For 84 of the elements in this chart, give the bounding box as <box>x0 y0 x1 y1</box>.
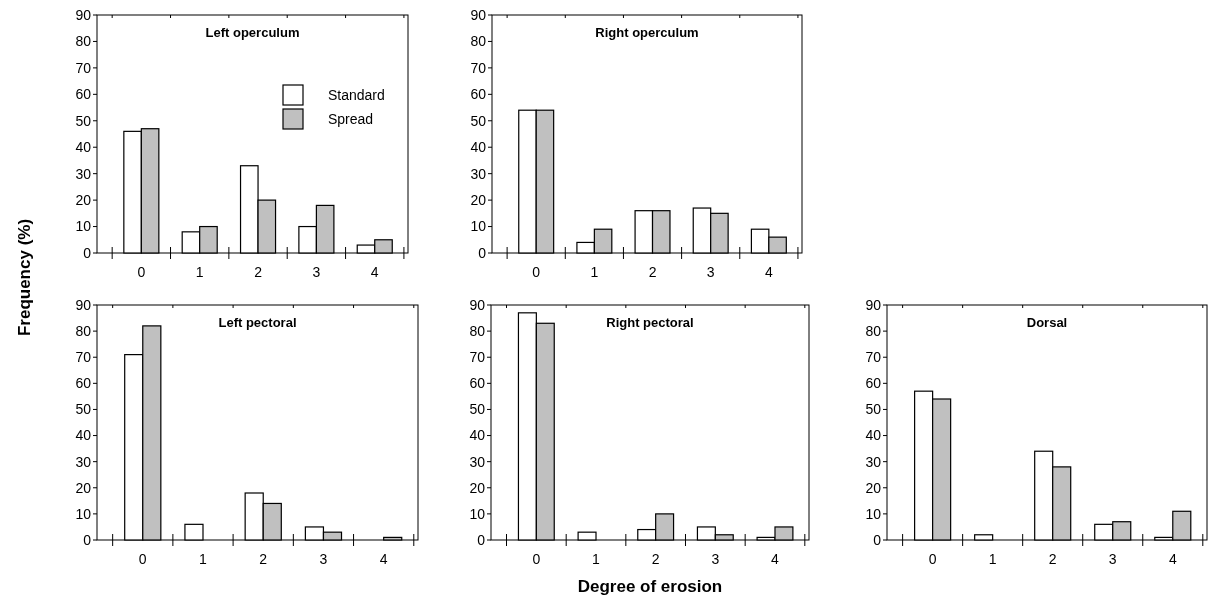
y-axis-title: Frequency (%) <box>15 218 34 337</box>
y-tick-label: 40 <box>470 139 487 156</box>
x-axis-title: Degree of erosion <box>577 577 723 596</box>
y-tick-label: 50 <box>75 401 92 418</box>
x-tick-label: 0 <box>532 551 541 567</box>
x-tick-label: 1 <box>592 551 601 567</box>
y-tick-label: 60 <box>865 375 882 392</box>
y-tick-label: 30 <box>470 165 487 182</box>
y-tick-label: 0 <box>83 244 92 261</box>
y-tick-label: 60 <box>75 375 92 392</box>
y-tick-label: 70 <box>469 349 486 366</box>
y-tick-label: 90 <box>75 6 92 23</box>
y-tick-label: 20 <box>75 192 92 209</box>
y-tick-label: 0 <box>873 531 882 548</box>
y-tick-label: 20 <box>75 479 92 496</box>
y-tick-label: 10 <box>75 218 92 235</box>
x-tick-label: 2 <box>259 551 268 567</box>
y-tick-label: 10 <box>469 505 486 522</box>
y-tick-label: 50 <box>469 401 486 418</box>
x-tick-label: 2 <box>1048 551 1057 567</box>
x-tick-label: 0 <box>532 264 541 280</box>
y-tick-label: 90 <box>75 296 92 313</box>
y-tick-label: 40 <box>75 139 92 156</box>
text: Left pectoral <box>218 315 297 330</box>
x-tick-label: 4 <box>1168 551 1177 567</box>
x-tick-label: 3 <box>711 551 720 567</box>
x-tick-label: 3 <box>706 264 715 280</box>
y-tick-label: 70 <box>75 59 92 76</box>
y-tick-label: 0 <box>83 531 92 548</box>
x-tick-label: 2 <box>254 264 263 280</box>
y-tick-label: 80 <box>470 33 487 50</box>
x-tick-label: 1 <box>195 264 204 280</box>
y-tick-label: 50 <box>865 401 882 418</box>
x-tick-label: 2 <box>648 264 657 280</box>
y-tick-label: 0 <box>477 531 486 548</box>
x-tick-label: 0 <box>137 264 146 280</box>
y-tick-label: 50 <box>75 112 92 129</box>
legend-label: Spread <box>328 110 374 127</box>
y-tick-label: 90 <box>865 296 882 313</box>
y-tick-label: 50 <box>470 112 487 129</box>
y-tick-label: 90 <box>470 6 487 23</box>
x-tick-label: 2 <box>651 551 660 567</box>
y-tick-label: 80 <box>865 323 882 340</box>
y-tick-label: 40 <box>469 427 486 444</box>
y-tick-label: 20 <box>470 192 487 209</box>
x-tick-label: 3 <box>312 264 321 280</box>
y-tick-label: 70 <box>75 349 92 366</box>
y-tick-label: 70 <box>865 349 882 366</box>
x-tick-label: 4 <box>379 551 388 567</box>
y-tick-label: 80 <box>469 323 486 340</box>
y-tick-label: 30 <box>865 453 882 470</box>
x-tick-label: 0 <box>928 551 937 567</box>
x-tick-label: 4 <box>764 264 773 280</box>
y-tick-label: 90 <box>469 296 486 313</box>
y-tick-label: 40 <box>865 427 882 444</box>
y-tick-label: 60 <box>470 86 487 103</box>
text: Left operculum <box>205 25 300 40</box>
x-tick-label: 4 <box>370 264 379 280</box>
y-tick-label: 30 <box>75 453 92 470</box>
y-tick-label: 60 <box>469 375 486 392</box>
y-tick-label: 60 <box>75 86 92 103</box>
y-tick-label: 30 <box>75 165 92 182</box>
text: Dorsal <box>1026 315 1068 330</box>
y-tick-label: 20 <box>469 479 486 496</box>
y-tick-label: 0 <box>478 244 487 261</box>
y-tick-label: 20 <box>865 479 882 496</box>
x-tick-label: 1 <box>590 264 599 280</box>
y-tick-label: 80 <box>75 323 92 340</box>
y-tick-label: 30 <box>469 453 486 470</box>
y-tick-label: 40 <box>75 427 92 444</box>
x-tick-label: 0 <box>138 551 147 567</box>
x-tick-label: 3 <box>319 551 328 567</box>
text: Right pectoral <box>606 315 694 330</box>
y-tick-label: 70 <box>470 59 487 76</box>
x-tick-label: 1 <box>988 551 997 567</box>
x-tick-label: 3 <box>1108 551 1117 567</box>
legend-label: Standard <box>328 86 385 103</box>
x-tick-label: 4 <box>771 551 780 567</box>
y-tick-label: 10 <box>865 505 882 522</box>
y-tick-label: 80 <box>75 33 92 50</box>
y-tick-label: 10 <box>75 505 92 522</box>
y-tick-label: 10 <box>470 218 487 235</box>
text: Right operculum <box>595 25 699 40</box>
x-tick-label: 1 <box>199 551 208 567</box>
